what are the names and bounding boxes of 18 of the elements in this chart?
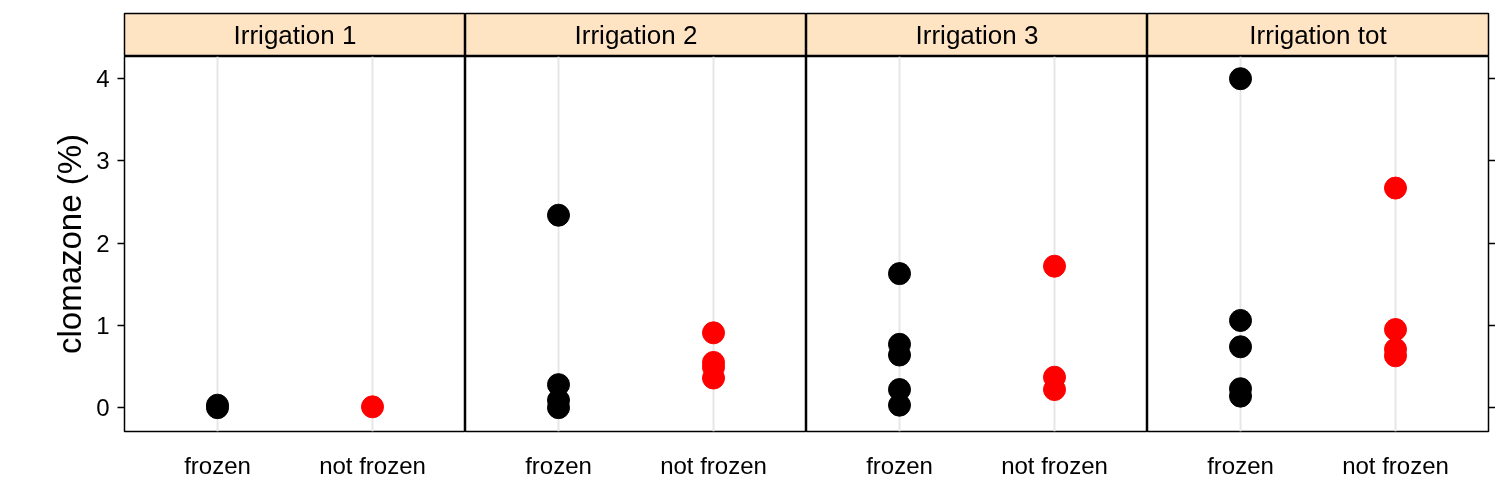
x-tick-label: not frozen [1001, 451, 1108, 477]
chart-title: Irrigation tot [1249, 20, 1388, 50]
x-tick-label: not frozen [1342, 451, 1449, 477]
x-tick-label: frozen [525, 451, 592, 477]
y-tick-label: 2 [96, 229, 110, 257]
y-tick-label: 3 [96, 147, 110, 175]
x-tick-label: frozen [1207, 451, 1274, 477]
y-axis-title: clomazone (%) [51, 133, 89, 355]
y-tick-label: 4 [96, 65, 110, 93]
chart-title: Irrigation 1 [233, 20, 357, 50]
x-tick-label: not frozen [319, 451, 426, 477]
x-tick-label: not frozen [660, 451, 767, 477]
y-tick-label: 0 [96, 394, 110, 422]
y-tick-label: 1 [96, 311, 110, 339]
x-tick-label: frozen [866, 451, 933, 477]
chart-title: Irrigation 3 [915, 20, 1039, 50]
chart-title: Irrigation 2 [574, 20, 698, 50]
x-tick-label: frozen [184, 451, 251, 477]
